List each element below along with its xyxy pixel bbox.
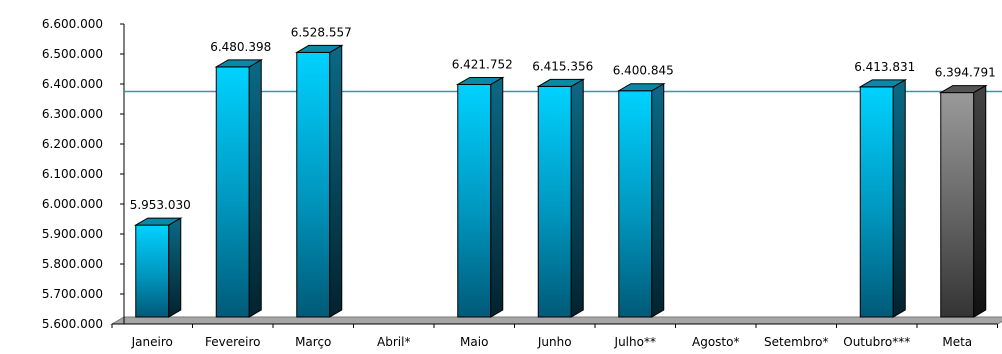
chart-floor xyxy=(110,316,1002,325)
x-tick-label: Meta xyxy=(942,335,972,349)
y-tick-label: 6.500.000 xyxy=(42,47,103,61)
bar-top xyxy=(214,59,264,68)
x-tick-label: Setembro* xyxy=(764,335,828,349)
bar-value-label: 6.415.356 xyxy=(532,59,593,73)
bar-outubro xyxy=(858,78,908,318)
bar-front xyxy=(537,85,572,318)
bar-value-label: 5.953.030 xyxy=(130,198,191,212)
y-tick-label: 5.700.000 xyxy=(42,287,103,301)
bar-top xyxy=(536,78,586,87)
x-tick-label: Janeiro xyxy=(131,335,173,349)
y-tick-label: 6.600.000 xyxy=(42,17,103,31)
bar-side xyxy=(168,217,182,318)
y-tick-label: 5.600.000 xyxy=(42,317,103,331)
bar-top xyxy=(938,85,988,94)
x-tick-label: Fevereiro xyxy=(205,335,261,349)
y-tick-label: 5.900.000 xyxy=(42,227,103,241)
bar-value-label: 6.480.398 xyxy=(210,40,271,54)
x-tick-label: Maio xyxy=(460,335,488,349)
bar-value-label: 6.528.557 xyxy=(291,25,352,39)
bar-front xyxy=(296,51,331,318)
y-tick-label: 6.200.000 xyxy=(42,137,103,151)
bar-top xyxy=(455,76,505,85)
bar-side xyxy=(329,44,343,318)
x-tick-label: Abril* xyxy=(377,335,410,349)
bar-top xyxy=(858,79,908,88)
bar-top xyxy=(294,44,344,53)
bar-top xyxy=(133,217,183,226)
bar-side xyxy=(892,78,906,318)
x-tick-label: Março xyxy=(295,335,331,349)
bar-front xyxy=(940,92,975,318)
x-tick-label: Junho xyxy=(537,335,572,349)
x-tick-label: Outubro*** xyxy=(843,335,910,349)
bar-front xyxy=(618,90,653,318)
y-tick-label: 6.400.000 xyxy=(42,77,103,91)
x-tick-label: Agosto* xyxy=(692,335,739,349)
y-tick-label: 5.800.000 xyxy=(42,257,103,271)
bar-front xyxy=(215,66,250,318)
bar-junho xyxy=(536,78,586,318)
bar-front xyxy=(135,224,170,318)
bar-side xyxy=(973,84,987,318)
bar-front xyxy=(859,86,894,318)
x-tick-label: Julho** xyxy=(614,335,656,349)
bar-side xyxy=(570,78,584,318)
y-tick-label: 6.000.000 xyxy=(42,197,103,211)
bar-front xyxy=(457,83,492,318)
bar-side xyxy=(490,76,504,318)
bar-side xyxy=(248,59,262,318)
y-tick-label: 6.100.000 xyxy=(42,167,103,181)
bar-value-label: 6.421.752 xyxy=(452,57,513,71)
bar-janeiro xyxy=(133,217,183,318)
y-tick-label: 6.300.000 xyxy=(42,107,103,121)
bar-julho xyxy=(616,82,666,318)
bar-value-label: 6.413.831 xyxy=(854,60,915,74)
bar-top xyxy=(616,83,666,92)
bar-março xyxy=(294,44,344,318)
bar-fevereiro xyxy=(214,59,264,318)
bar-meta xyxy=(938,84,988,318)
bar-maio xyxy=(455,76,505,318)
bar-side xyxy=(651,82,665,318)
bar-value-label: 6.394.791 xyxy=(935,66,996,80)
bar-value-label: 6.400.845 xyxy=(613,64,674,78)
